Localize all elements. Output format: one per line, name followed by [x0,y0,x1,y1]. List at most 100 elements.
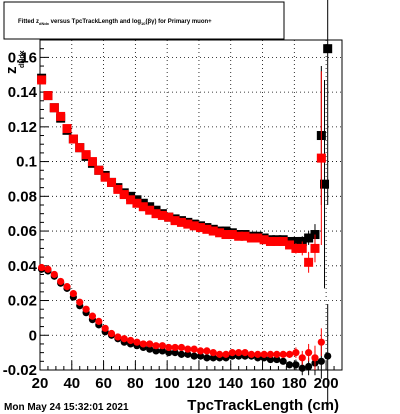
data-point [56,111,66,121]
data-point [234,231,244,241]
chart-title: Fitted zdNdx versus TpcTrackLength and l… [18,19,212,26]
data-point [266,350,275,358]
x-tick-label: 140 [218,375,243,392]
data-point [260,350,268,358]
data-point [279,350,287,358]
y-tick-label: 0.02 [8,293,37,310]
data-point [285,240,295,250]
data-point [254,350,262,358]
data-point [304,233,314,243]
data-point [196,352,205,360]
data-point [177,343,186,352]
x-axis-label: TpcTrackLength (cm) [187,397,339,414]
data-point [298,354,306,362]
data-point [37,75,47,85]
data-point [113,184,123,194]
data-point [157,210,167,220]
data-point [273,355,281,364]
data-point [50,270,58,279]
axis-ticks [39,48,335,371]
data-marks [37,0,333,409]
data-point [203,347,211,355]
data-point [285,350,294,358]
y-tick-label: 0.16 [8,49,37,66]
data-point [196,223,206,233]
data-point [107,329,116,338]
data-point [324,352,332,360]
data-point [323,44,333,54]
data-point [126,195,136,205]
data-point [196,347,205,355]
x-tick-label: 40 [63,375,80,392]
series-1 [37,71,326,273]
data-point [209,349,217,357]
data-point [221,230,231,240]
data-point [190,345,198,353]
y-axis-label-subscript: dNdx [19,50,26,68]
y-tick-label: 0.08 [8,188,37,205]
data-point [37,263,46,272]
data-point [62,124,72,134]
data-point [81,150,91,160]
data-point [94,165,104,175]
x-tick-label: 160 [250,375,275,392]
data-point [265,236,275,246]
data-point [177,350,186,358]
y-axis-title: z dNdx [3,50,26,74]
data-point [132,198,142,208]
data-point [151,209,161,219]
data-point [317,338,325,346]
data-point [165,343,173,352]
y-tick-label: 0.1 [16,154,37,171]
x-tick-label: 80 [127,375,144,392]
title-box: Fitted zdNdx versus TpcTrackLength and l… [3,1,285,40]
title-part: dNdx [39,21,50,26]
data-point [273,350,281,358]
x-tick-label: 180 [282,375,307,392]
data-point [183,219,193,229]
data-point [82,305,90,313]
x-tick-label: 60 [95,375,112,392]
data-point [215,228,225,238]
data-point [259,235,269,245]
title-part: 10 [141,21,146,26]
x-tick-label: 120 [186,375,211,392]
y-tick-label: 0 [29,327,37,344]
data-point [165,349,173,357]
data-point [68,134,78,144]
data-point [171,343,179,352]
data-point [43,91,53,101]
data-point [317,357,325,365]
y-tick-label: 0.04 [8,258,38,275]
x-tick-label: 20 [32,375,49,392]
data-point [216,350,224,358]
data-point [285,361,294,369]
data-point [164,212,174,222]
data-point [320,179,330,189]
data-point [171,349,179,357]
data-point [304,257,314,267]
x-tick-label: 100 [155,375,180,392]
data-point [69,289,77,298]
data-point [146,345,154,353]
data-point [133,338,141,346]
title-frame [3,1,285,40]
data-point [57,277,65,286]
data-point [95,317,103,325]
data-point [63,283,71,291]
data-point [241,349,249,357]
data-point [176,217,186,227]
data-point [222,350,230,358]
data-point [152,342,160,350]
data-point [170,216,180,226]
data-point [311,354,319,362]
data-point [209,354,217,362]
data-point [272,236,282,246]
data-point [203,354,211,362]
data-point [114,333,122,341]
data-point [184,350,192,358]
data-point [291,236,301,246]
data-point [316,153,326,163]
data-point [253,233,263,243]
